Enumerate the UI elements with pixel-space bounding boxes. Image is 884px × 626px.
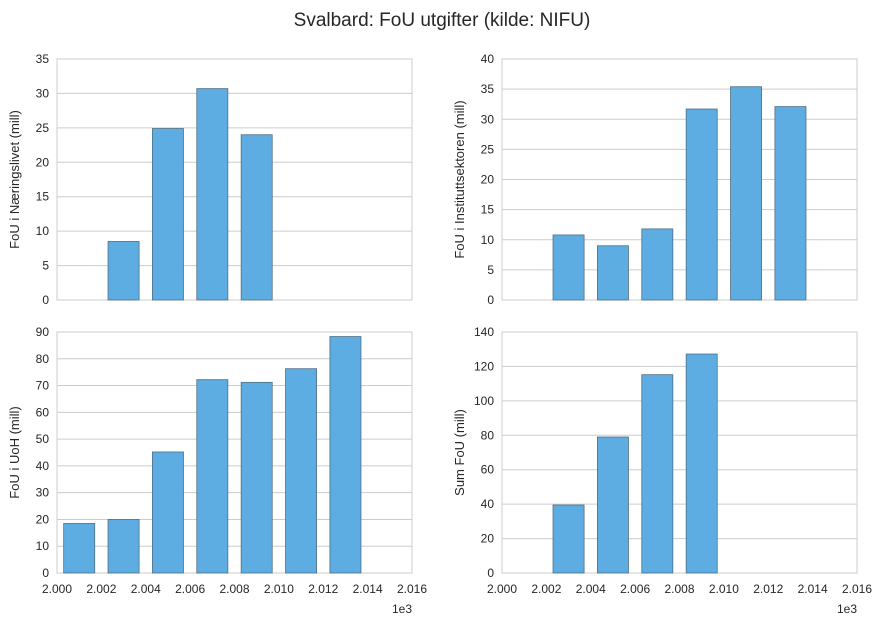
y-tick-label: 100	[474, 394, 494, 408]
y-tick-label: 10	[36, 539, 50, 553]
plot-frame	[56, 58, 413, 301]
bar-2005	[597, 436, 629, 574]
x-tick-label: 2.002	[86, 582, 116, 596]
y-tick-label: 0	[42, 293, 49, 307]
bar-2005	[597, 245, 629, 301]
bar-2013	[774, 106, 807, 301]
y-tick-label: 20	[36, 155, 50, 169]
y-tick-label: 25	[36, 121, 50, 135]
x-tick-label: 2.000	[42, 582, 72, 596]
y-tick-label: 20	[481, 173, 495, 187]
y-tick-label: 10	[481, 233, 495, 247]
bar-2013	[329, 336, 362, 574]
x-tick-label: 2.000	[487, 582, 517, 596]
y-tick-label: 40	[36, 459, 50, 473]
y-tick-label: 0	[42, 566, 49, 580]
bar-2007	[641, 374, 674, 574]
y-tick-label: 80	[481, 428, 495, 442]
x-tick-label: 2.010	[264, 582, 294, 596]
y-tick-label: 40	[481, 52, 495, 66]
y-axis-label: FoU i UoH (mill)	[7, 406, 22, 498]
y-tick-label: 30	[36, 486, 50, 500]
x-tick-label: 2.008	[664, 582, 694, 596]
y-tick-label: 80	[36, 352, 50, 366]
y-tick-label: 20	[36, 512, 50, 526]
x-tick-label: 2.012	[308, 582, 338, 596]
y-tick-label: 40	[481, 497, 495, 511]
bar-2011	[730, 86, 762, 301]
x-tick-label: 2.002	[531, 582, 561, 596]
y-tick-label: 35	[481, 82, 495, 96]
figure-title: Svalbard: FoU utgifter (kilde: NIFU)	[294, 10, 591, 31]
y-tick-label: 35	[36, 52, 50, 66]
x-tick-label: 2.004	[576, 582, 606, 596]
x-offset-label: 1e3	[837, 602, 857, 616]
y-tick-label: 70	[36, 379, 50, 393]
y-tick-label: 30	[481, 112, 495, 126]
bar-2011	[285, 368, 317, 574]
x-tick-label: 2.012	[753, 582, 783, 596]
y-tick-label: 0	[487, 293, 494, 307]
x-tick-label: 2.004	[131, 582, 161, 596]
subplot-2: 0 5 10 15 20 25 30 35 40 FoU i Instituttsektoren …	[452, 52, 858, 307]
y-tick-label: 25	[481, 142, 495, 156]
subplot-1: 0 5 10 15 20 25 30 35 FoU i Næringslivet (mill)	[7, 52, 413, 307]
x-tick-label: 2.010	[709, 582, 739, 596]
bar-2003	[552, 234, 585, 301]
plot-frame	[501, 331, 858, 574]
subplot-4: 0 20 40 60 80 100 120 140 2.000 2.002 2.004 2.006 2.…	[452, 325, 872, 616]
x-tick-label: 2.014	[353, 582, 383, 596]
y-tick-label: 15	[481, 203, 495, 217]
bar-2007	[196, 88, 229, 301]
x-tick-label: 2.008	[219, 582, 249, 596]
bar-2003	[552, 504, 585, 574]
x-tick-label: 2.016	[397, 582, 427, 596]
x-tick-label: 2.006	[620, 582, 650, 596]
plot-frame	[56, 331, 413, 574]
y-tick-label: 30	[36, 86, 50, 100]
y-axis-label: Sum FoU (mill)	[452, 409, 467, 496]
subplot-3: 0 10 20 30 40 50 60 70 80 90 2.000 2.002 2.004 2.006 2…	[7, 325, 427, 616]
bar-2009	[240, 134, 273, 301]
bar-2003	[107, 519, 140, 574]
y-tick-label: 20	[481, 532, 495, 546]
y-tick-label: 5	[42, 259, 49, 273]
bar-2001	[63, 523, 96, 574]
y-tick-label: 5	[487, 263, 494, 277]
y-tick-label: 50	[36, 432, 50, 446]
bar-2009	[685, 353, 718, 574]
x-tick-label: 2.014	[798, 582, 828, 596]
x-tick-label: 2.006	[175, 582, 205, 596]
plot-frame	[501, 58, 858, 301]
y-axis-label: FoU i Næringslivet (mill)	[7, 110, 22, 249]
y-tick-label: 90	[36, 325, 50, 339]
y-axis-label: FoU i Instituttsektoren (mill)	[452, 100, 467, 258]
bar-2005	[152, 128, 184, 301]
bar-2009	[240, 381, 273, 574]
y-tick-label: 60	[36, 405, 50, 419]
y-tick-label: 10	[36, 224, 50, 238]
y-tick-label: 120	[474, 359, 494, 373]
bar-2005	[152, 451, 184, 574]
y-tick-label: 15	[36, 190, 50, 204]
x-tick-label: 2.016	[842, 582, 872, 596]
y-tick-label: 60	[481, 463, 495, 477]
bar-2007	[196, 379, 229, 574]
x-offset-label: 1e3	[392, 602, 412, 616]
bar-2007	[641, 228, 674, 301]
bar-2003	[107, 241, 140, 301]
y-tick-label: 140	[474, 325, 494, 339]
y-tick-label: 0	[487, 566, 494, 580]
bar-2009	[685, 108, 718, 301]
